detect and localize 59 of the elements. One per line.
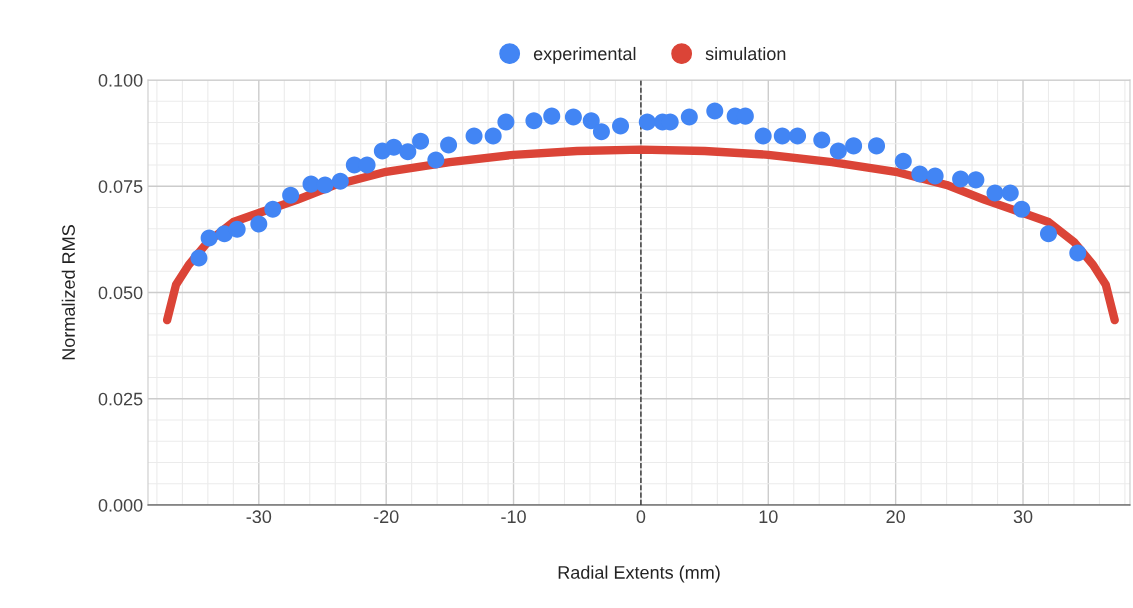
point [1039,225,1057,243]
y-tick-label: 0.025 [98,392,143,406]
y-tick-label: 0.075 [98,180,143,193]
x-tick-label: 0 [636,510,646,524]
point [911,165,929,183]
point [264,200,282,218]
point [926,167,944,185]
x-tick-label: -10 [501,510,526,524]
point [399,143,417,161]
point [1013,200,1031,218]
point [228,220,246,238]
point [612,117,630,135]
point [282,186,300,204]
point [543,107,561,125]
point [680,108,698,126]
point [358,156,376,174]
point [845,137,863,155]
point [986,184,1004,202]
point [582,112,600,130]
x-axis-title: Radial Extents (mm) [558,565,720,583]
point [967,171,985,189]
y-tick-label: 0.100 [98,73,143,87]
point [638,113,656,131]
point [465,127,483,145]
point [200,229,218,247]
point [706,102,724,120]
point [250,215,268,233]
y-tick-label: 0.050 [98,286,143,300]
legend-label: simulation [705,46,786,61]
legend-label: experimental [533,46,636,64]
point [440,136,458,154]
point [412,132,430,150]
point [484,127,502,145]
x-tick-label: -30 [246,510,272,524]
x-tick-label: 20 [886,510,905,524]
point [331,172,349,190]
point [525,112,543,130]
point [952,170,970,188]
point [427,151,445,169]
point [868,137,886,155]
point [497,113,515,131]
point [1069,244,1087,262]
point [592,123,610,141]
point [894,152,912,170]
point [789,127,807,145]
point [829,142,847,160]
point [385,138,403,156]
x-tick-label: 30 [1013,510,1033,524]
y-axis-title: Normalized RMS [61,225,75,360]
point [813,131,831,149]
point [190,249,208,267]
point [754,127,772,145]
point [773,127,791,145]
point [316,176,334,194]
y-tick-label: 0.000 [98,498,143,512]
x-tick-label: -20 [373,510,399,524]
point [564,108,582,126]
point [1001,184,1019,202]
x-tick-label: 10 [759,510,778,524]
